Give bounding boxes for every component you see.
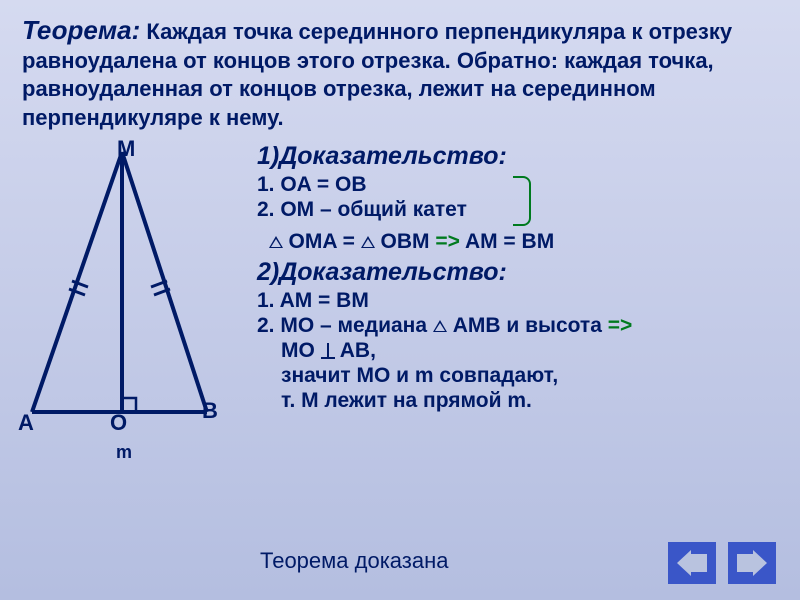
proof1-conc-mid: OBM xyxy=(381,230,436,253)
triangle-icon xyxy=(361,236,375,248)
diagram-column: M A O B m xyxy=(22,142,247,472)
label-m-line: m xyxy=(116,442,132,463)
proof2-line5: т. M лежит на прямой m. xyxy=(257,389,778,413)
proof2-line3-post: AB, xyxy=(340,339,376,362)
slide-content: Теорема: Каждая точка серединного перпен… xyxy=(0,0,800,486)
label-B: B xyxy=(202,398,218,424)
proof2-line2-pre: 2. MO – медиана xyxy=(257,314,433,337)
proof-column: 1)Доказательство: 1. OA = OB 2. OM – общ… xyxy=(257,142,778,472)
proof2-line2-mid: AMB и высота xyxy=(453,314,608,337)
prev-button[interactable] xyxy=(668,542,716,584)
next-button[interactable] xyxy=(728,542,776,584)
triangle-icon xyxy=(269,236,283,248)
main-row: M A O B m 1)Доказательство: 1. OA = OB 2… xyxy=(22,142,778,472)
proof2-line1: 1. AM = BM xyxy=(257,289,778,313)
arrow-left-icon xyxy=(677,550,707,576)
proof2-arrow: => xyxy=(608,314,633,337)
proof2-line2: 2. MO – медиана AMB и высота => xyxy=(257,314,778,338)
proof2-line4: значит MO и m совпадают, xyxy=(257,364,778,388)
proof1-conclusion: OMA = OBM => AM = BM xyxy=(257,230,778,254)
arrow-right-icon xyxy=(737,550,767,576)
proof1-arrow: => xyxy=(435,230,460,253)
label-O: O xyxy=(110,410,127,436)
proof2-line3-pre: MO xyxy=(281,339,315,362)
label-M: M xyxy=(117,136,135,162)
proof1-heading: 1)Доказательство: xyxy=(257,142,778,171)
proof1-conc-pre: OMA = xyxy=(289,230,361,253)
proof1-conc-post: AM = BM xyxy=(465,230,554,253)
theorem-label: Теорема: xyxy=(22,15,140,45)
label-A: A xyxy=(18,410,34,436)
triangle-icon xyxy=(433,320,447,332)
theorem-proved: Теорема доказана xyxy=(260,548,449,574)
proof2-heading: 2)Доказательство: xyxy=(257,258,778,287)
proof2-line3: MO AB, xyxy=(257,339,778,363)
theorem-statement: Теорема: Каждая точка серединного перпен… xyxy=(22,14,778,132)
bracket-icon xyxy=(513,176,531,226)
perpendicular-icon xyxy=(321,343,335,359)
